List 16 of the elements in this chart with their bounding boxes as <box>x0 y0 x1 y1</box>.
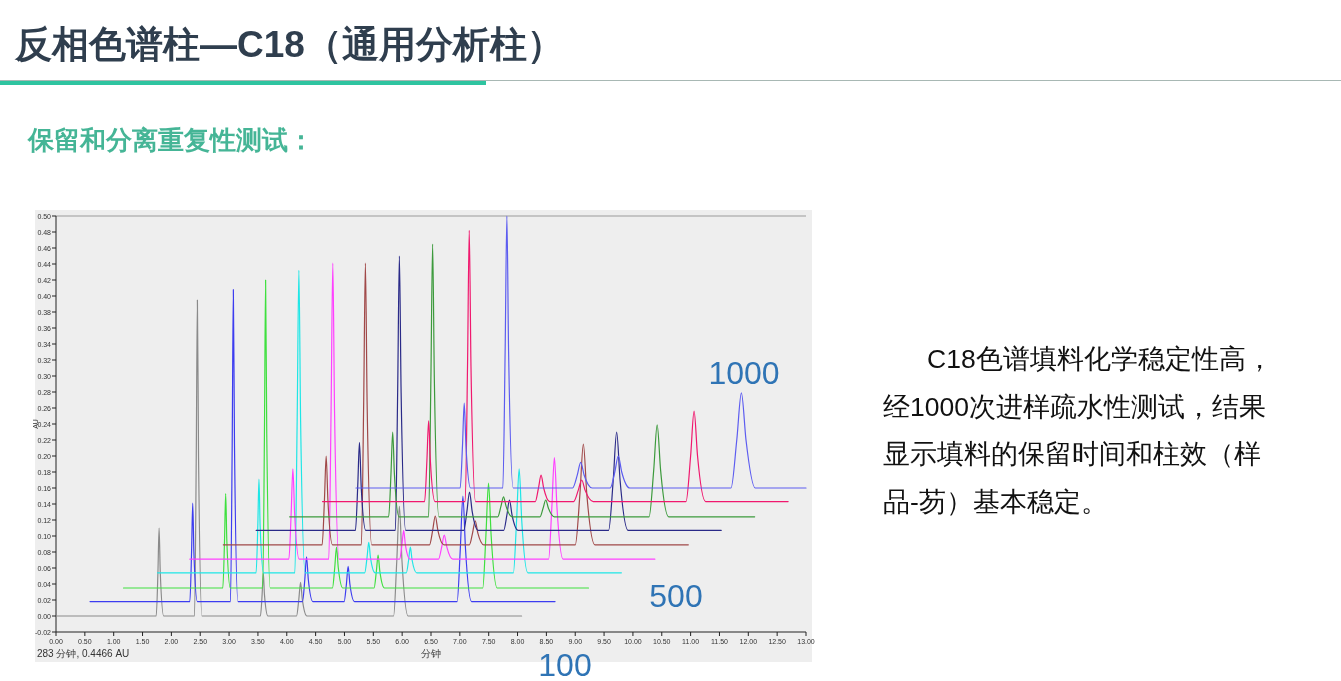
line-series <box>122 279 590 589</box>
annotation: 500 <box>649 578 703 614</box>
line-series <box>56 299 523 617</box>
text: 283 分钟, 0.4466 AU <box>37 648 130 659</box>
line-series <box>156 269 622 574</box>
chart-title: 反相色谱柱—C18（通用分析柱） <box>14 24 564 65</box>
x-axis-title: 分钟 <box>421 648 441 659</box>
line-series <box>89 289 556 603</box>
line-series <box>189 262 656 560</box>
text: C18色谱填料化学稳定性高，经1000次进样疏水性测试，结果显示填料的保留时间和柱效（样品-芴）基本稳定。 <box>883 343 1274 519</box>
chart-subtitle: 保留和分离重复性测试： <box>27 125 314 155</box>
line-series <box>355 215 807 489</box>
annotation: 1000 <box>708 355 780 391</box>
line-series <box>222 262 689 546</box>
line-series <box>321 229 789 503</box>
text: 100 <box>538 647 592 681</box>
